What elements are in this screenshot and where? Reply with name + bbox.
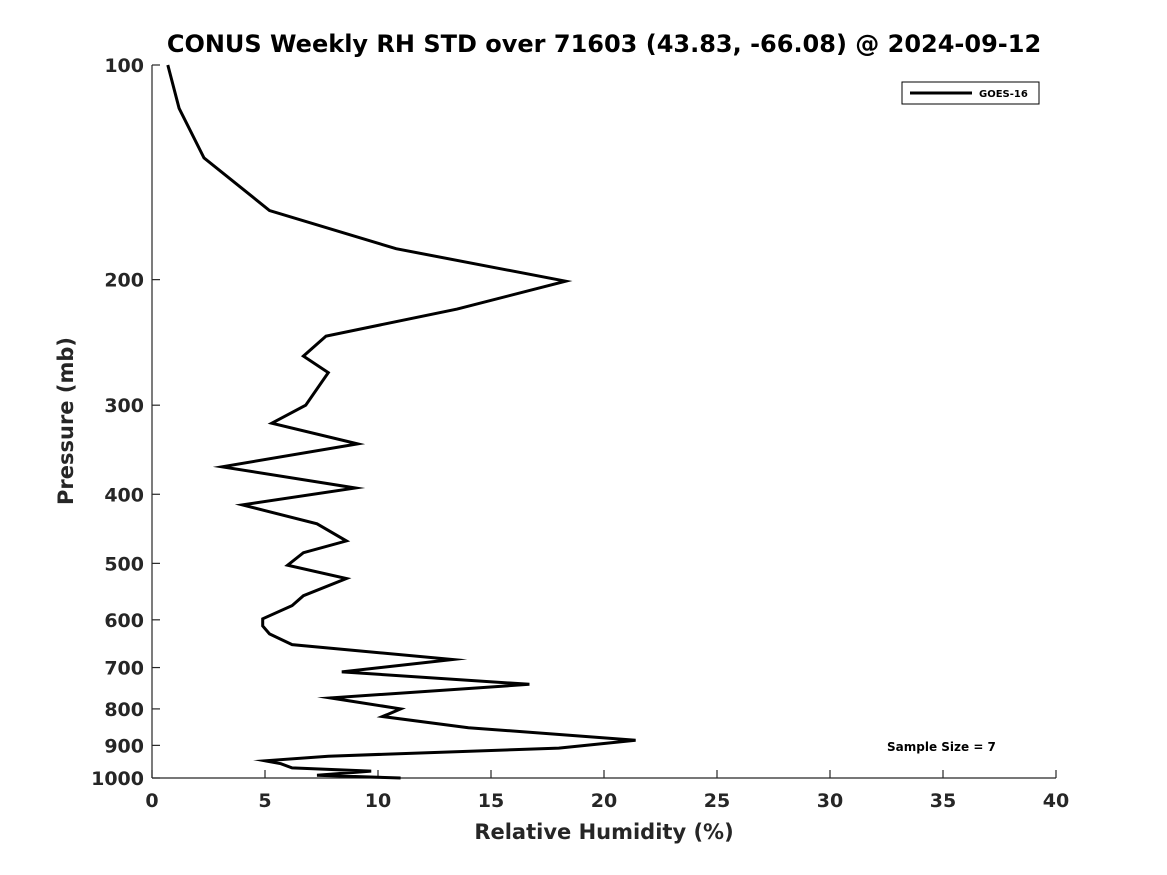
y-tick-label: 400 (104, 484, 144, 506)
x-ticks: 0 5 10 15 20 25 30 35 40 (145, 770, 1069, 812)
axes (151, 65, 1056, 779)
y-tick-label: 900 (104, 735, 144, 757)
x-tick-label: 40 (1043, 790, 1069, 812)
y-tick-label: 1000 (91, 768, 144, 790)
x-tick-label: 15 (478, 790, 504, 812)
y-tick-label: 300 (104, 395, 144, 417)
sample-size-annotation: Sample Size = 7 (887, 740, 996, 754)
x-axis-label: Relative Humidity (%) (474, 820, 733, 844)
x-tick-label: 5 (258, 790, 271, 812)
y-tick-label: 500 (104, 553, 144, 575)
x-tick-label: 10 (365, 790, 391, 812)
chart-title: CONUS Weekly RH STD over 71603 (43.83, -… (167, 30, 1041, 58)
x-tick-label: 20 (591, 790, 617, 812)
plot-series (166, 64, 636, 780)
series-line-goes-16 (166, 64, 636, 780)
y-axis-label: Pressure (mb) (54, 337, 78, 505)
x-tick-label: 35 (930, 790, 956, 812)
y-ticks: 100 200 300 400 500 600 700 800 900 1000 (91, 55, 160, 790)
x-tick-label: 30 (817, 790, 843, 812)
x-tick-label: 0 (145, 790, 158, 812)
y-tick-label: 700 (104, 658, 144, 680)
legend: GOES-16 (901, 81, 1040, 105)
x-tick-label: 25 (704, 790, 730, 812)
y-tick-label: 600 (104, 610, 144, 632)
legend-label: GOES-16 (979, 89, 1028, 100)
y-tick-label: 800 (104, 699, 144, 721)
y-tick-label: 100 (104, 55, 144, 77)
y-tick-label: 200 (104, 270, 144, 292)
